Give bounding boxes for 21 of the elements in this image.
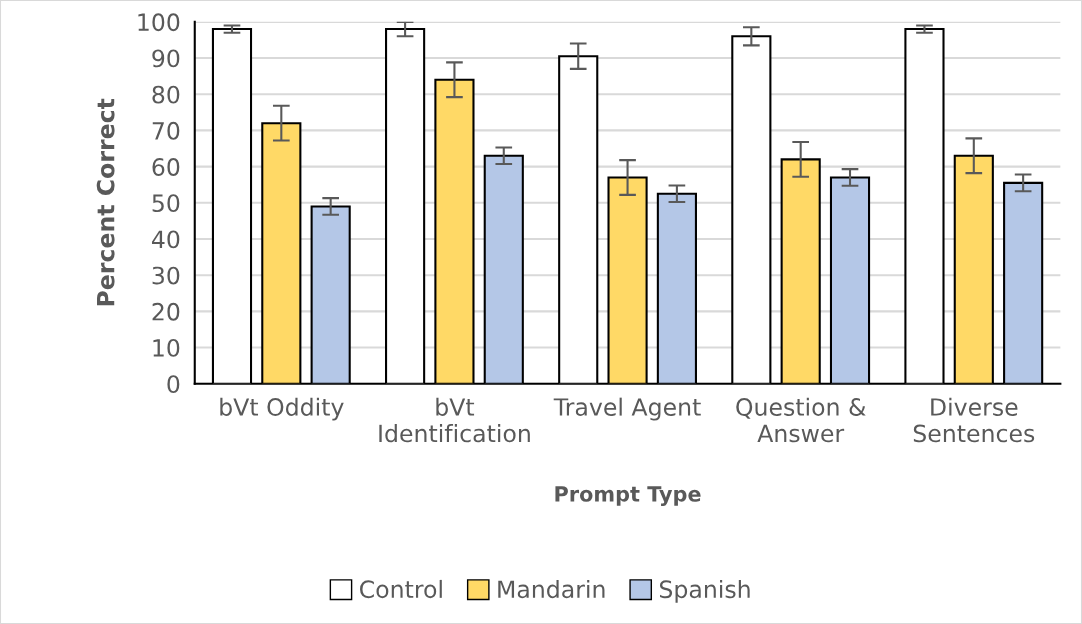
y-tick-label: 50 <box>152 194 180 213</box>
y-tick-label: 20 <box>152 302 180 321</box>
x-tick-label: Travel Agent <box>553 397 701 421</box>
x-axis-title: Prompt Type <box>555 486 701 506</box>
legend-label: Control <box>360 579 442 599</box>
y-tick-label: 80 <box>152 85 180 104</box>
x-tick-label: bVt Identification <box>379 397 530 443</box>
y-tick-label: 10 <box>153 339 180 357</box>
y-tick-label: 30 <box>152 266 180 285</box>
y-tick-label: 40 <box>151 230 180 249</box>
x-tick-label: bVt Oddity <box>220 397 344 421</box>
y-tick-label: 100 <box>138 13 180 32</box>
y-tick-label: 60 <box>152 158 180 176</box>
x-tick-label: Diverse Sentences <box>913 397 1035 443</box>
y-tick-label: 90 <box>152 49 180 68</box>
legend-label: Spanish <box>659 579 750 603</box>
y-axis-title: Percent Correct <box>96 98 115 306</box>
y-tick-label: 70 <box>152 121 180 140</box>
x-tick-label: Question & Answer <box>736 397 866 443</box>
y-tick-label: 0 <box>167 375 180 394</box>
legend-label: Mandarin <box>498 579 605 599</box>
